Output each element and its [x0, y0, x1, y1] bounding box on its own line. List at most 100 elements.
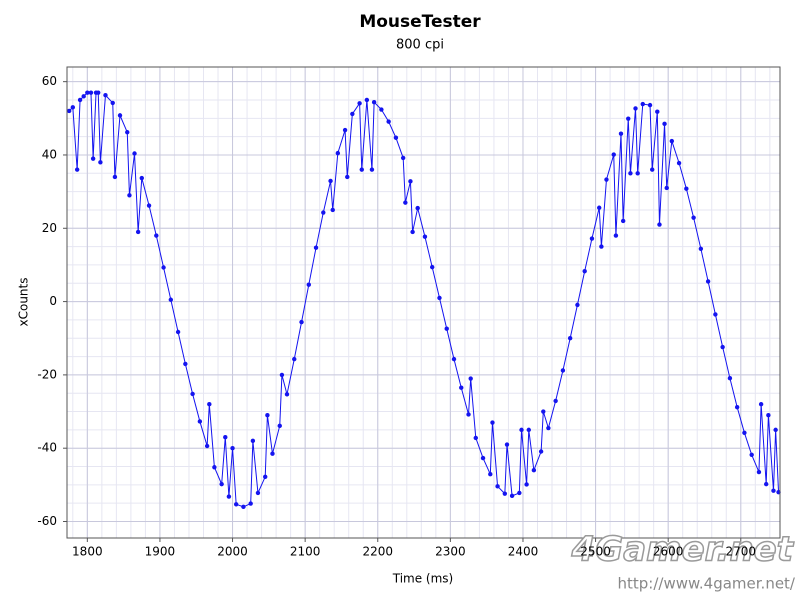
- data-point: [490, 420, 495, 425]
- data-point: [154, 233, 159, 238]
- data-point: [299, 319, 304, 325]
- data-point: [546, 425, 551, 431]
- data-point: [657, 222, 662, 227]
- data-point: [226, 494, 232, 499]
- data-point: [74, 167, 80, 172]
- data-point: [517, 490, 522, 496]
- data-point: [183, 361, 188, 367]
- data-point: [342, 127, 348, 133]
- data-point: [764, 481, 769, 487]
- x-axis-label: Time (ms): [392, 572, 454, 586]
- data-point: [379, 107, 384, 112]
- data-point: [541, 409, 546, 414]
- data-point: [335, 150, 341, 156]
- y-tick-label: 0: [49, 294, 57, 308]
- data-point: [771, 488, 776, 493]
- data-point: [161, 265, 166, 270]
- data-point: [519, 427, 524, 433]
- data-point: [567, 336, 573, 341]
- data-point: [473, 435, 478, 441]
- data-point: [306, 282, 311, 287]
- x-tick-label: 1800: [72, 545, 103, 559]
- data-point: [359, 167, 364, 172]
- data-point: [655, 109, 660, 114]
- data-point: [85, 90, 90, 95]
- data-point: [620, 218, 626, 224]
- data-point: [175, 329, 181, 335]
- data-point: [720, 344, 725, 350]
- data-point: [509, 493, 515, 499]
- data-point: [553, 398, 558, 404]
- data-point: [233, 502, 239, 507]
- data-point: [127, 193, 132, 198]
- data-point: [357, 101, 362, 106]
- x-tick-label: 2200: [362, 545, 393, 559]
- data-point: [415, 205, 420, 211]
- data-point: [190, 391, 195, 397]
- data-point: [328, 178, 333, 184]
- data-point: [538, 449, 544, 454]
- data-point: [204, 443, 210, 449]
- data-point: [96, 90, 101, 95]
- data-point: [250, 438, 256, 444]
- data-point: [626, 116, 631, 121]
- data-point: [270, 451, 275, 456]
- x-tick-label: 2600: [653, 545, 684, 559]
- data-point: [422, 234, 428, 239]
- data-point: [345, 174, 350, 180]
- data-point: [444, 326, 449, 331]
- data-point: [676, 160, 682, 166]
- data-point: [223, 435, 228, 440]
- data-point: [284, 392, 290, 397]
- data-point: [112, 174, 118, 180]
- data-point: [495, 484, 500, 489]
- data-point: [321, 210, 326, 215]
- data-point: [691, 215, 696, 220]
- data-point: [212, 465, 217, 470]
- data-point: [647, 102, 653, 108]
- data-point: [292, 356, 297, 362]
- data-point: [684, 186, 689, 191]
- x-tick-label: 2700: [726, 545, 757, 559]
- data-point: [633, 106, 638, 111]
- data-point: [70, 105, 76, 110]
- data-point: [350, 111, 355, 117]
- x-tick-label: 2500: [580, 545, 611, 559]
- data-point: [146, 203, 152, 208]
- data-point: [635, 171, 640, 176]
- data-point: [468, 376, 473, 381]
- y-tick-label: 60: [42, 74, 57, 88]
- data-point: [698, 246, 704, 252]
- data-point: [504, 442, 510, 447]
- data-point: [393, 135, 399, 140]
- data-point: [255, 490, 261, 496]
- data-point: [386, 119, 391, 124]
- data-point: [110, 100, 115, 106]
- data-point: [77, 97, 83, 103]
- data-point: [88, 90, 94, 95]
- data-point: [132, 151, 137, 156]
- data-point: [248, 501, 253, 506]
- x-tick-label: 2300: [435, 545, 466, 559]
- data-point: [451, 356, 457, 362]
- data-point: [241, 504, 246, 510]
- data-point: [265, 413, 270, 418]
- y-tick-label: -60: [37, 514, 57, 528]
- data-point: [531, 467, 537, 473]
- data-point: [766, 413, 771, 418]
- y-tick-label: -20: [37, 367, 57, 381]
- data-point: [727, 375, 733, 381]
- x-tick-label: 2000: [217, 545, 248, 559]
- chart-subtitle: 800 cpi: [396, 38, 444, 53]
- data-point: [459, 385, 464, 390]
- data-point: [502, 491, 508, 496]
- plot-area: [66, 90, 781, 510]
- data-point: [219, 481, 224, 487]
- data-point: [90, 156, 96, 161]
- chart-title: MouseTester: [359, 12, 481, 32]
- y-tick-label: 40: [42, 147, 57, 161]
- data-point: [371, 99, 377, 105]
- data-point: [408, 179, 413, 184]
- data-point: [560, 368, 566, 373]
